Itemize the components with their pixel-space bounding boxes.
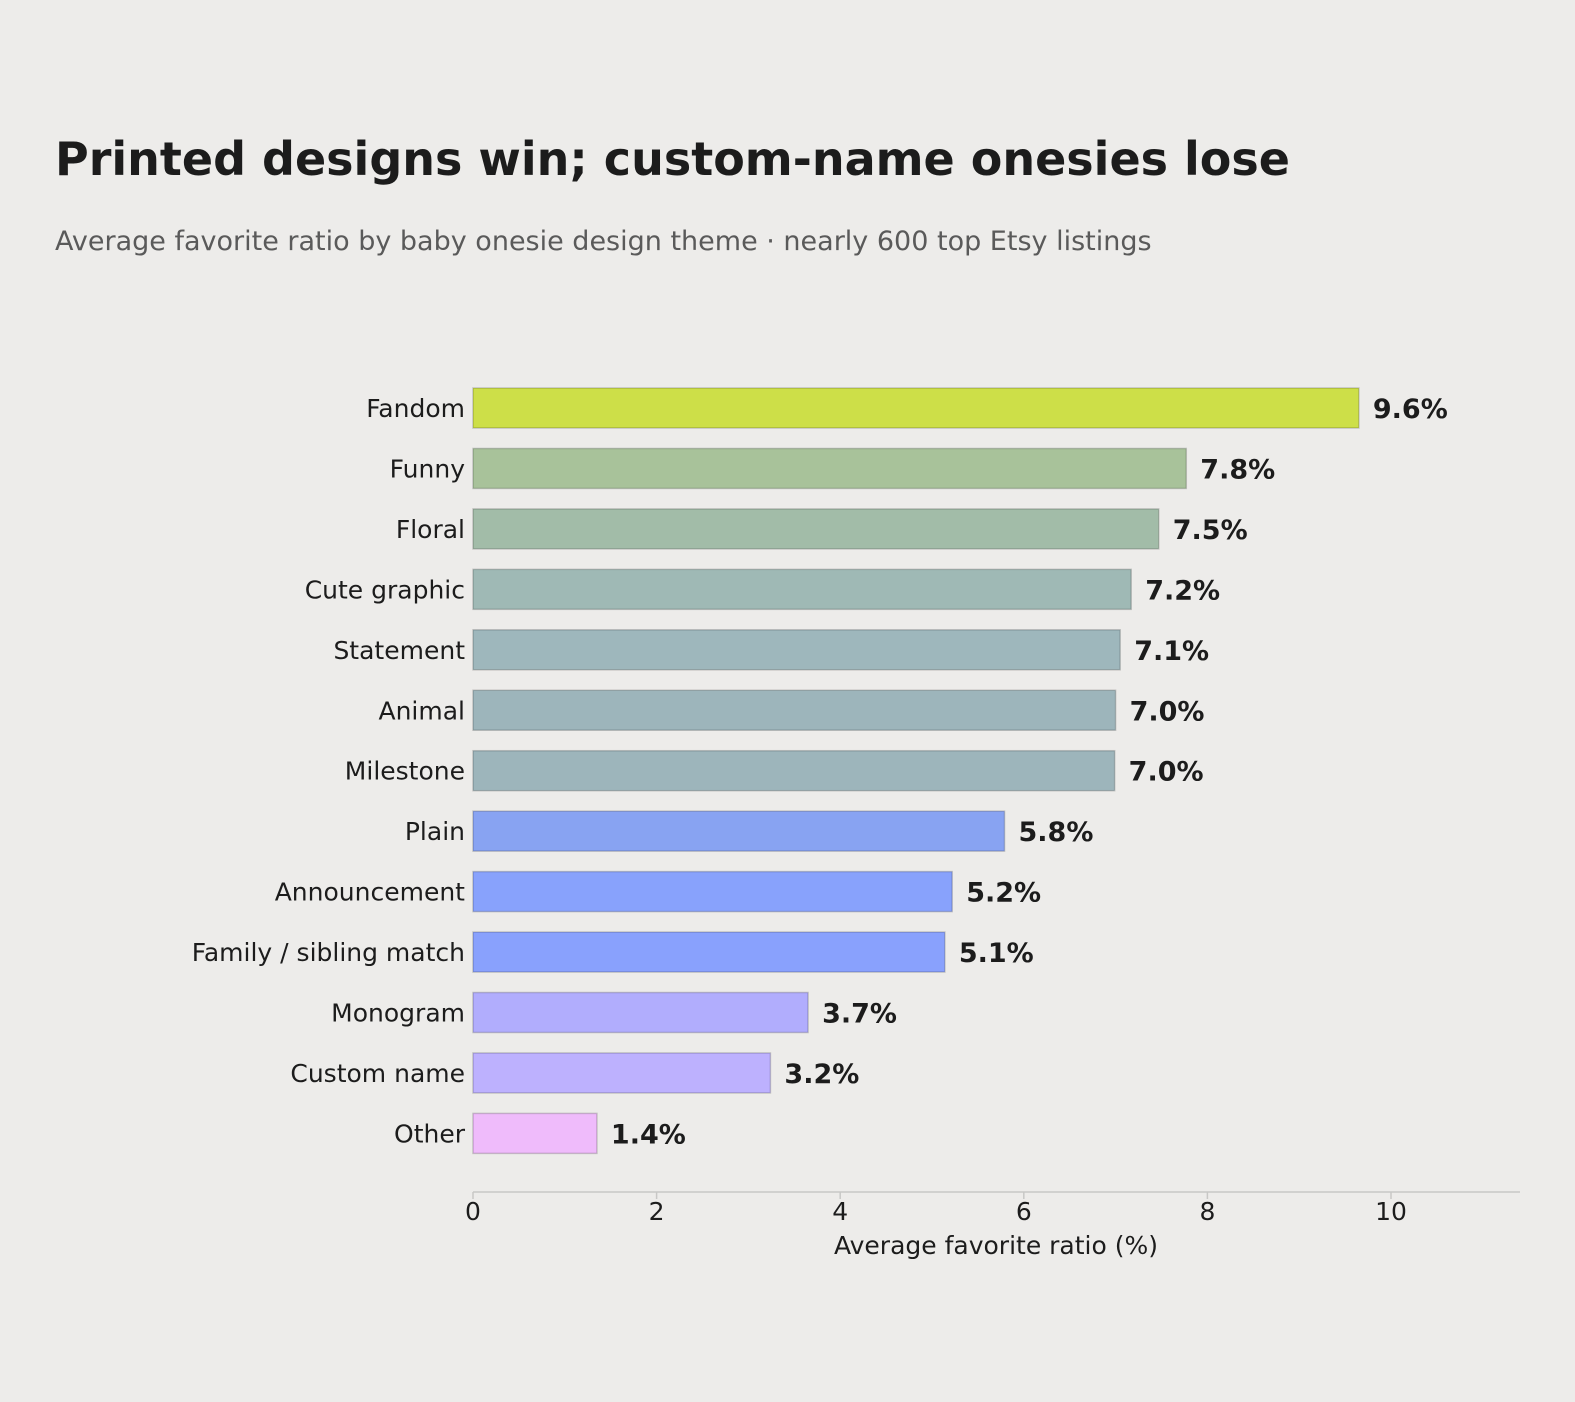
value-label-custom-name: 3.2% (784, 1059, 859, 1090)
value-label-statement: 7.1% (1134, 636, 1209, 667)
category-label-plain: Plain (405, 817, 465, 846)
value-label-announcement: 5.2% (966, 878, 1041, 909)
category-label-family-sibling-match: Family / sibling match (192, 938, 465, 967)
value-label-monogram: 3.7% (822, 999, 897, 1030)
bar-statement (472, 629, 1121, 671)
value-label-plain: 5.8% (1019, 817, 1094, 848)
x-tick-label-2: 2 (649, 1197, 665, 1226)
category-label-custom-name: Custom name (290, 1059, 465, 1088)
value-label-cute-graphic: 7.2% (1145, 575, 1220, 606)
bar-milestone (472, 749, 1116, 792)
bar-family-sibling-match (472, 931, 946, 973)
value-label-other: 1.4% (611, 1119, 686, 1150)
bar-plain (472, 810, 1006, 852)
bar-animal (472, 689, 1117, 731)
bar-announcement (472, 870, 953, 913)
value-label-family-sibling-match: 5.1% (959, 938, 1034, 969)
category-label-milestone: Milestone (345, 757, 465, 786)
bar-monogram (472, 991, 809, 1034)
x-tick-label-0: 0 (465, 1197, 481, 1226)
x-tick-label-4: 4 (832, 1197, 848, 1226)
category-label-fandom: Fandom (366, 394, 465, 423)
category-labels: Fandom Funny Floral Cute graphic Statement An… (192, 394, 466, 1148)
value-label-milestone: 7.0% (1129, 757, 1204, 788)
category-label-announcement: Announcement (275, 878, 465, 907)
category-label-monogram: Monogram (331, 999, 465, 1028)
value-label-fandom: 9.6% (1373, 394, 1448, 425)
x-tick-label-6: 6 (1016, 1197, 1032, 1226)
category-label-funny: Funny (390, 454, 466, 483)
bar-custom-name (472, 1052, 772, 1094)
value-label-floral: 7.5% (1173, 515, 1248, 546)
value-label-funny: 7.8% (1200, 454, 1275, 485)
bar-cute-graphic (472, 568, 1132, 611)
bar-funny (472, 447, 1188, 490)
category-label-animal: Animal (378, 696, 465, 725)
bars (472, 387, 1360, 1155)
category-label-statement: Statement (333, 636, 465, 665)
bar-floral (472, 508, 1160, 550)
category-label-other: Other (394, 1119, 466, 1148)
x-axis-label: Average favorite ratio (%) (834, 1231, 1158, 1260)
x-tick-label-8: 8 (1199, 1197, 1215, 1226)
x-tick-label-10: 10 (1375, 1197, 1407, 1226)
category-label-cute-graphic: Cute graphic (305, 575, 465, 604)
category-label-floral: Floral (396, 515, 465, 544)
value-labels: 9.6% 7.8% 7.5% 7.2% 7.1% 7.0% 7.0% 5.8% 5.2% 5.1%… (611, 394, 1448, 1150)
chart-title: Printed designs win; custom-name onesies… (55, 132, 1290, 186)
bar-fandom (472, 387, 1360, 429)
value-label-animal: 7.0% (1130, 696, 1205, 727)
bar-other (472, 1112, 598, 1155)
chart-subtitle: Average favorite ratio by baby onesie de… (55, 226, 1152, 257)
x-ticks: 0 2 4 6 8 10 (465, 1192, 1407, 1226)
